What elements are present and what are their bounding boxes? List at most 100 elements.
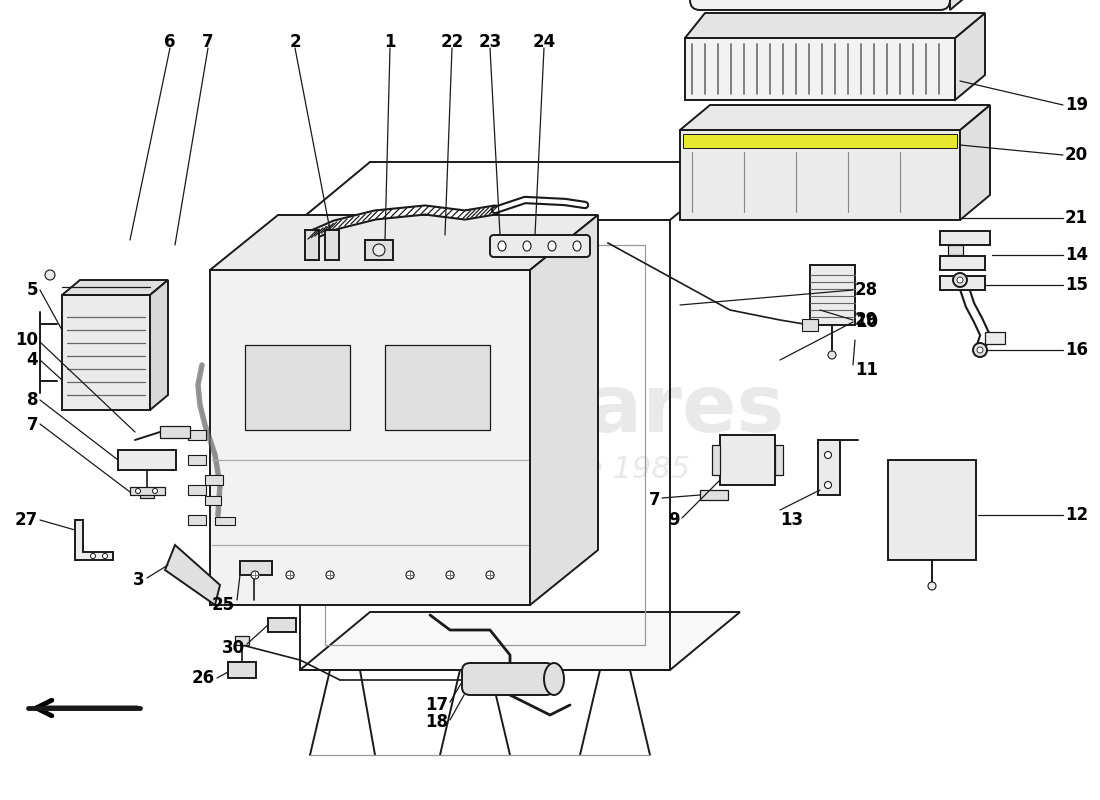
Circle shape xyxy=(373,244,385,256)
Polygon shape xyxy=(530,215,598,605)
Ellipse shape xyxy=(548,241,556,251)
Bar xyxy=(214,517,235,525)
Circle shape xyxy=(251,571,258,579)
Polygon shape xyxy=(210,270,530,605)
Circle shape xyxy=(974,343,987,357)
Circle shape xyxy=(486,571,494,579)
Text: 27: 27 xyxy=(14,511,39,529)
Circle shape xyxy=(326,571,334,579)
Polygon shape xyxy=(300,612,740,670)
Text: 10: 10 xyxy=(15,331,39,349)
Bar xyxy=(228,662,256,678)
Ellipse shape xyxy=(522,241,531,251)
Text: 1: 1 xyxy=(384,33,396,51)
Ellipse shape xyxy=(498,241,506,251)
Polygon shape xyxy=(685,38,955,100)
Text: 7: 7 xyxy=(26,416,39,434)
Bar xyxy=(712,445,720,475)
Text: 3: 3 xyxy=(133,571,145,589)
Bar xyxy=(940,231,990,245)
Ellipse shape xyxy=(573,241,581,251)
Bar xyxy=(188,485,206,495)
Polygon shape xyxy=(700,490,728,500)
Polygon shape xyxy=(955,13,984,100)
Text: 7: 7 xyxy=(202,33,213,51)
Circle shape xyxy=(928,582,936,590)
FancyBboxPatch shape xyxy=(690,0,950,10)
Text: 10: 10 xyxy=(855,313,878,331)
Circle shape xyxy=(446,571,454,579)
Circle shape xyxy=(828,351,836,359)
Text: 22: 22 xyxy=(440,33,463,51)
Polygon shape xyxy=(150,280,168,410)
Text: 28: 28 xyxy=(855,281,878,299)
Bar xyxy=(802,319,818,331)
Bar xyxy=(940,256,984,270)
Text: 14: 14 xyxy=(1065,246,1088,264)
Polygon shape xyxy=(818,440,840,495)
Text: 12: 12 xyxy=(1065,506,1088,524)
Polygon shape xyxy=(210,215,598,270)
Bar xyxy=(305,230,319,260)
Text: 6: 6 xyxy=(164,33,176,51)
FancyBboxPatch shape xyxy=(462,663,554,695)
Bar xyxy=(188,430,206,440)
Bar xyxy=(160,426,190,438)
Bar xyxy=(940,276,984,290)
Bar xyxy=(188,515,206,525)
Circle shape xyxy=(45,270,55,280)
Text: 19: 19 xyxy=(1065,96,1088,114)
Polygon shape xyxy=(888,460,976,560)
Text: 20: 20 xyxy=(1065,146,1088,164)
FancyBboxPatch shape xyxy=(490,235,590,257)
Text: 30: 30 xyxy=(222,639,245,657)
Text: 21: 21 xyxy=(1065,209,1088,227)
Circle shape xyxy=(102,554,108,558)
Text: 13: 13 xyxy=(780,511,803,529)
Text: 23: 23 xyxy=(478,33,502,51)
Circle shape xyxy=(825,451,832,458)
Circle shape xyxy=(90,554,96,558)
Bar xyxy=(140,488,154,498)
Circle shape xyxy=(406,571,414,579)
Polygon shape xyxy=(960,105,990,220)
Circle shape xyxy=(153,489,157,494)
Bar xyxy=(205,475,223,485)
Text: 4: 4 xyxy=(26,351,39,369)
Text: 8: 8 xyxy=(26,391,39,409)
Bar xyxy=(948,245,962,255)
Text: 16: 16 xyxy=(1065,341,1088,359)
Bar xyxy=(365,240,393,260)
Circle shape xyxy=(953,273,967,287)
Bar xyxy=(984,332,1005,344)
Polygon shape xyxy=(683,134,957,148)
Circle shape xyxy=(135,489,141,494)
Text: 11: 11 xyxy=(855,361,878,379)
Polygon shape xyxy=(680,130,960,220)
Polygon shape xyxy=(680,105,990,130)
Text: 29: 29 xyxy=(855,311,878,329)
Polygon shape xyxy=(165,545,220,605)
Polygon shape xyxy=(62,280,168,295)
Text: 24: 24 xyxy=(532,33,556,51)
Polygon shape xyxy=(950,0,980,10)
Bar xyxy=(118,450,176,470)
Bar xyxy=(205,496,221,505)
Text: 17: 17 xyxy=(425,696,448,714)
Bar xyxy=(776,445,783,475)
Text: 2: 2 xyxy=(289,33,300,51)
Polygon shape xyxy=(75,520,113,560)
Circle shape xyxy=(825,482,832,489)
Text: 26: 26 xyxy=(191,669,214,687)
Text: eurospares: eurospares xyxy=(275,371,784,449)
Text: 25: 25 xyxy=(212,596,235,614)
Text: 15: 15 xyxy=(1065,276,1088,294)
Bar xyxy=(324,230,339,260)
Bar xyxy=(810,265,855,325)
Circle shape xyxy=(286,571,294,579)
Polygon shape xyxy=(130,487,165,495)
Bar xyxy=(240,561,272,575)
Bar xyxy=(235,636,249,645)
Bar xyxy=(268,618,296,632)
Circle shape xyxy=(957,277,962,283)
